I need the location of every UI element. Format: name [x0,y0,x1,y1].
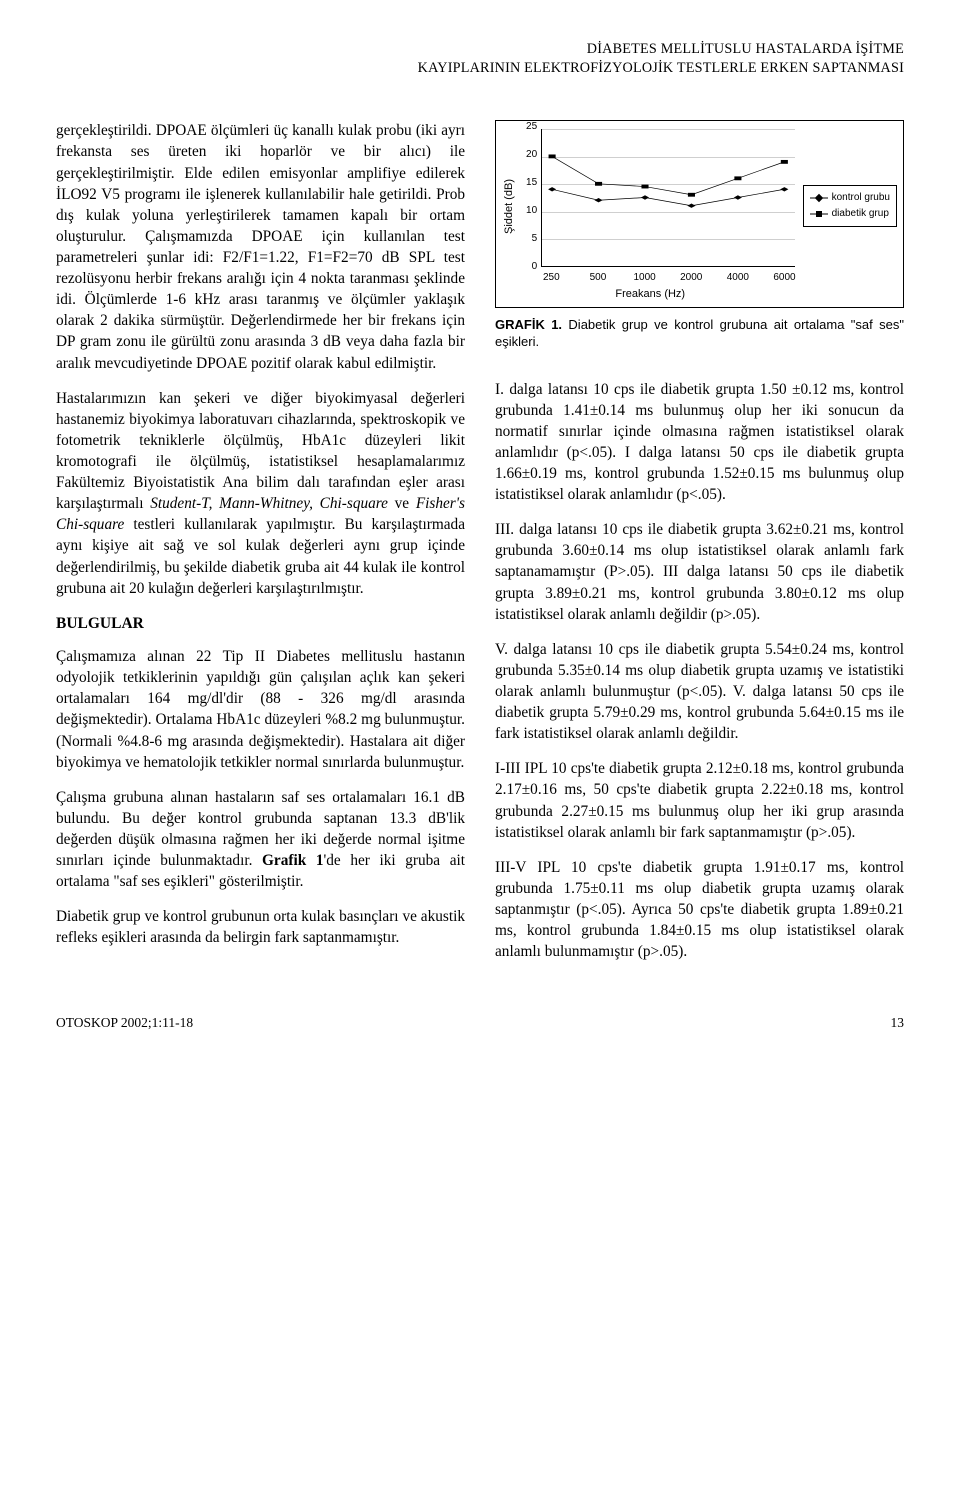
right-column: Şiddet (dB) 0510152025 25050010002000400… [495,120,904,976]
running-header-line2: KAYIPLARININ ELEKTROFİZYOLOJİK TESTLERLE… [418,60,904,76]
right-para-2: III. dalga latansı 10 cps ile diabetik g… [495,519,904,625]
left-para-4: Çalışma grubuna alınan hastaların saf se… [56,787,465,893]
chart-plot-area: 0510152025 2505001000200040006000 [521,127,798,285]
chart-y-label: Şiddet (dB) [502,127,517,285]
right-para-1: I. dalga latansı 10 cps ile diabetik gru… [495,379,904,506]
two-column-body: gerçekleştirildi. DPOAE ölçümleri üç kan… [56,120,904,976]
footer-journal: OTOSKOP 2002;1:11-18 [56,1014,193,1033]
chart-x-label: Freakans (Hz) [502,287,779,302]
footer-page-number: 13 [891,1014,905,1033]
running-header-line1: DİABETES MELLİTUSLU HASTALARDA İŞİTME [587,41,904,57]
legend-row-kontrol: kontrol grubu [810,190,890,206]
legend-row-diabetik: diabetik grup [810,206,890,222]
square-marker-icon [810,209,828,219]
chart-legend: kontrol grubu diabetik grup [803,185,897,227]
left-para-2: Hastalarımızın kan şekeri ve diğer biyok… [56,388,465,599]
figure-1-caption: GRAFİK 1. Diabetik grup ve kontrol grubu… [495,316,904,351]
page-footer: OTOSKOP 2002;1:11-18 13 [56,1014,904,1033]
right-para-5: III-V IPL 10 cps'te diabetik grupta 1.91… [495,857,904,963]
left-column: gerçekleştirildi. DPOAE ölçümleri üç kan… [56,120,465,976]
right-para-4: I-III IPL 10 cps'te diabetik grupta 2.12… [495,758,904,842]
left-para-3: Çalışmamıza alınan 22 Tip II Diabetes me… [56,646,465,773]
running-header: DİABETES MELLİTUSLU HASTALARDA İŞİTME KA… [56,40,904,78]
left-para-1: gerçekleştirildi. DPOAE ölçümleri üç kan… [56,120,465,373]
right-para-3: V. dalga latansı 10 cps ile diabetik gru… [495,639,904,745]
left-para-5: Diabetik grup ve kontrol grubunun orta k… [56,906,465,948]
section-heading-bulgular: BULGULAR [56,613,465,634]
diamond-marker-icon [810,193,828,203]
figure-1: Şiddet (dB) 0510152025 25050010002000400… [495,120,904,307]
